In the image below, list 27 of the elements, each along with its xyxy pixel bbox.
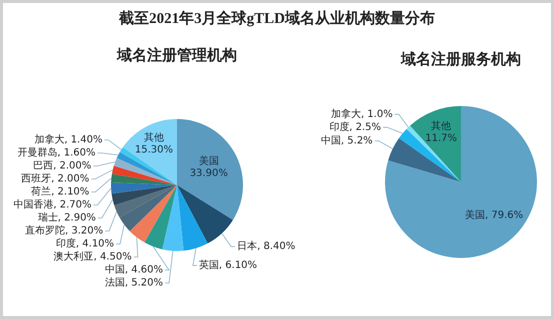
- chart-title: 截至2021年3月全球gTLD域名从业机构数量分布: [118, 9, 436, 28]
- slice-label: 西班牙, 2.00%: [21, 172, 90, 185]
- slice-label: 印度, 2.5%: [329, 120, 382, 133]
- slice-label: 其他: [431, 120, 452, 132]
- slice-label: 英国, 6.10%: [198, 259, 258, 272]
- slice-label: 中国香港, 2.70%: [13, 198, 92, 211]
- slice-label: 中国, 5.2%: [320, 134, 373, 147]
- slice-label: 日本, 8.40%: [237, 240, 296, 252]
- slice-label: 巴西, 2.00%: [33, 160, 92, 172]
- slice-label: 法国, 5.20%: [104, 276, 163, 289]
- slice-label: 加拿大, 1.0%: [330, 108, 393, 120]
- slice-label: 中国, 4.60%: [104, 264, 163, 276]
- chart-subtitle: 域名注册服务机构: [400, 50, 521, 68]
- slice-label: 美国: [198, 155, 219, 168]
- slice-label: 荷兰, 2.10%: [31, 186, 90, 198]
- slice-label: 美国, 79.6%: [465, 209, 524, 222]
- data-label: 11.7%: [425, 132, 458, 144]
- chart-subtitle: 域名注册管理机构: [116, 46, 237, 64]
- data-label: 33.90%: [190, 168, 228, 180]
- slice-label: 加拿大, 1.40%: [34, 134, 102, 146]
- data-label: 15.30%: [134, 144, 174, 156]
- slice-label: 印度, 4.10%: [56, 238, 114, 250]
- slice-label: 瑞士, 2.90%: [38, 212, 96, 224]
- slice-label: 开曼群岛, 1.60%: [17, 146, 96, 159]
- slice-label: 澳大利亚, 4.50%: [54, 250, 132, 263]
- slice-label: 其他: [144, 132, 164, 144]
- slice-label: 直布罗陀, 3.20%: [24, 224, 104, 237]
